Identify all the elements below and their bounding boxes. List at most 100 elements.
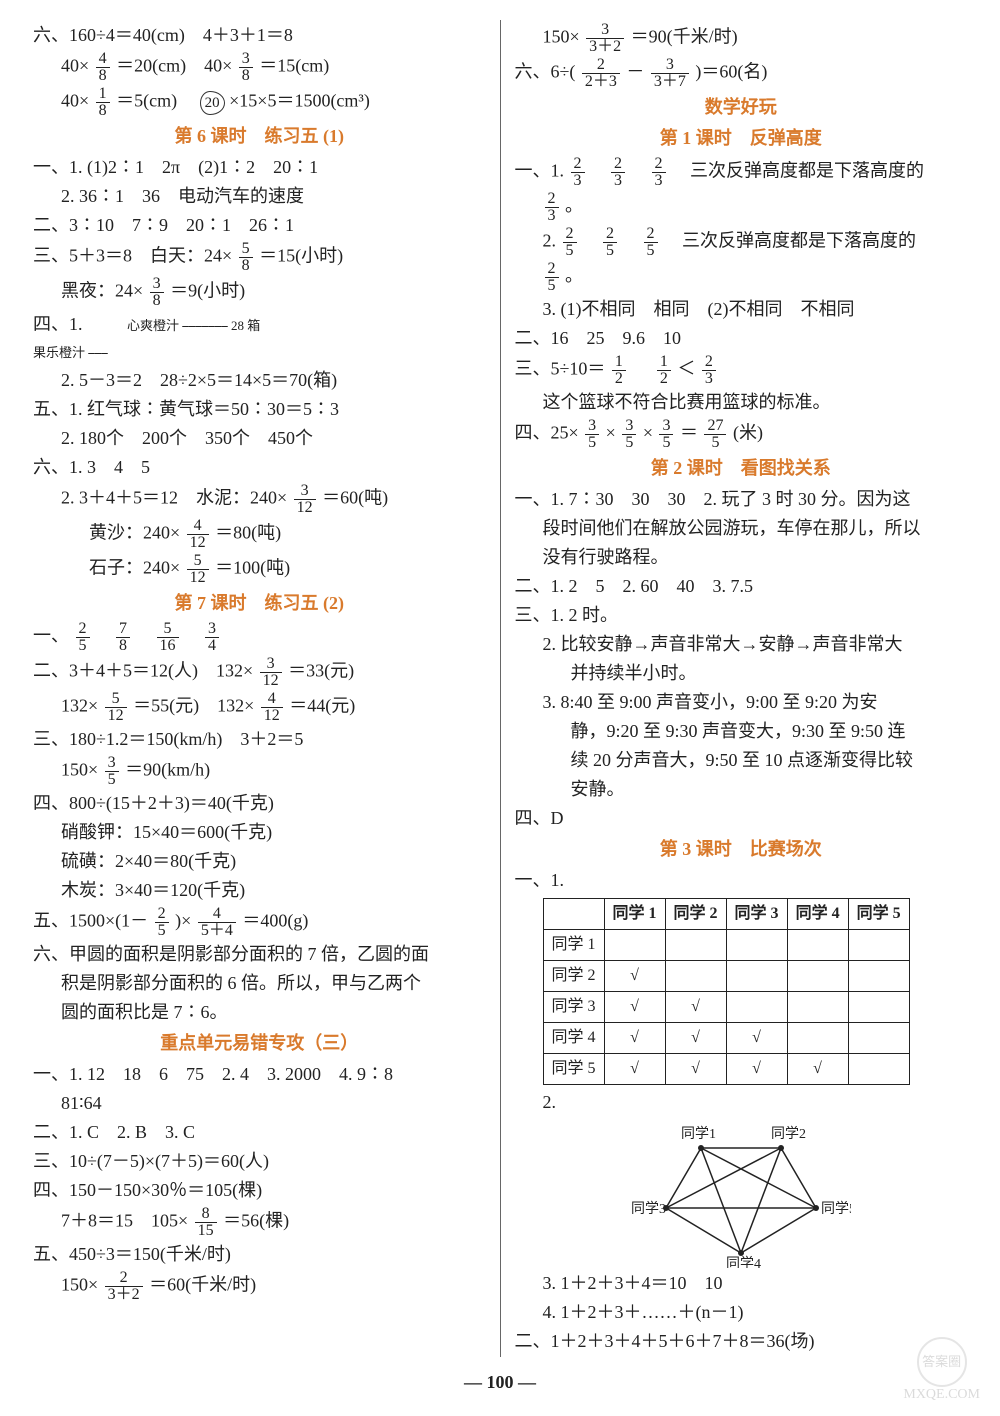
text-line: 六、6÷( 22＋3 － 33＋7 )＝60(名)	[515, 57, 968, 90]
fraction: 35	[585, 418, 599, 451]
fraction: 18	[96, 86, 110, 119]
svg-text:同学3: 同学3	[631, 1201, 666, 1217]
text-line: 23 。	[515, 191, 968, 224]
text-line: 40× 18 ＝5(cm) 20 ×15×5＝1500(cm³)	[33, 86, 486, 119]
text-line: 三、5÷10＝ 12 12 ＜ 23	[515, 354, 968, 387]
fraction: 25	[155, 906, 169, 939]
text-line: 150× 33＋2 ＝90(千米/时)	[515, 22, 968, 55]
watermark-url: MXQE.COM	[903, 1387, 980, 1402]
text-line: 25 。	[515, 261, 968, 294]
t: 五、1500×(1－	[33, 911, 148, 931]
text-line: 没有行驶路程。	[515, 544, 968, 571]
text-line: 黑夜：24× 38 ＝9(小时)	[33, 276, 486, 309]
t: 2.	[543, 231, 557, 251]
t	[632, 359, 650, 379]
fraction: 23	[702, 354, 716, 387]
text-line: 这个篮球不符合比赛用篮球的标准。	[515, 389, 968, 416]
fraction: 58	[239, 241, 253, 274]
text-line: 黄沙：240× 412 ＝80(吨)	[33, 518, 486, 551]
t: 四、25×	[515, 423, 579, 443]
text-line: 7＋8＝15 105× 815 ＝56(棵)	[33, 1206, 486, 1239]
text-line: 2. 3＋4＋5＝12 水泥：240× 312 ＝60(吨)	[33, 483, 486, 516]
t: －	[626, 62, 644, 82]
text-line: 五、1. 红气球∶黄气球＝50∶30＝5∶3	[33, 396, 486, 423]
fraction: 25	[563, 226, 577, 259]
text-line: 一、1. (1)2∶1 2π (2)1∶2 20∶1	[33, 154, 486, 181]
t: 40×	[61, 91, 89, 111]
text-line: 2. 比较安静→声音非常大→安静→声音非常大	[515, 631, 968, 658]
fraction: 48	[96, 51, 110, 84]
t: ×	[606, 423, 616, 443]
text-line: 木炭：3×40＝120(千克)	[33, 877, 486, 904]
fraction: 23＋2	[105, 1270, 143, 1303]
section-title: 重点单元易错专攻（三）	[33, 1030, 486, 1057]
t: ＝80(吨)	[215, 523, 281, 543]
text-line: 静，9:20 至 9:30 声音变大，9:30 至 9:50 连	[515, 718, 968, 745]
text-line: 硫磺：2×40＝80(千克)	[33, 848, 486, 875]
t: ＝56(棵)	[223, 1211, 289, 1231]
fraction: 815	[195, 1206, 217, 1239]
text-line: 3. 1＋2＋3＋4＝10 10	[515, 1270, 968, 1297]
section-title: 第 7 课时 练习五 (2)	[33, 590, 486, 617]
section-title: 第 6 课时 练习五 (1)	[33, 123, 486, 150]
text-line: 石子：240× 512 ＝100(吨)	[33, 553, 486, 586]
text-line: 40× 48 ＝20(cm) 40× 38 ＝15(cm)	[33, 51, 486, 84]
t: ＝5(cm)	[116, 91, 195, 111]
t: 石子：240×	[89, 558, 180, 578]
t: ×	[643, 423, 653, 443]
fraction: 412	[261, 691, 283, 724]
text-line: 安静。	[515, 776, 968, 803]
text-line: 二、1. 2 5 2. 60 40 3. 7.5	[515, 573, 968, 600]
fraction: 412	[187, 518, 209, 551]
text-line: 2. 36∶1 36 电动汽车的速度	[33, 183, 486, 210]
fraction: 35	[622, 418, 636, 451]
carrot-icon: 20	[200, 91, 225, 116]
text-line: 二、1＋2＋3＋4＋5＋6＋7＋8＝36(场)	[515, 1328, 968, 1355]
fraction: 78	[116, 621, 130, 654]
text-line: 五、1500×(1－ 25 )× 45＋4 ＝400(g)	[33, 906, 486, 939]
t: 。	[565, 266, 583, 286]
fraction: 45＋4	[198, 906, 236, 939]
text-line: 二、16 25 9.6 10	[515, 325, 968, 352]
text-line: 三、1. 2 时。	[515, 602, 968, 629]
text-line: 并持续半小时。	[515, 660, 968, 687]
fraction: 512	[187, 553, 209, 586]
text-line: 150× 23＋2 ＝60(千米/时)	[33, 1270, 486, 1303]
t: 三次反弹高度都是下落高度的	[690, 161, 924, 181]
t: 150×	[61, 1275, 98, 1295]
t: ＝100(吨)	[215, 558, 290, 578]
section-title: 第 1 课时 反弹高度	[515, 125, 968, 152]
t: 二、3＋4＋5＝12(人) 132×	[33, 661, 253, 681]
text-line: 段时间他们在解放公园游玩，车停在那儿，所以	[515, 515, 968, 542]
t: ＝33(元)	[288, 661, 354, 681]
fraction: 38	[150, 276, 164, 309]
text-line: 150× 35 ＝90(km/h)	[33, 755, 486, 788]
text-line: 一、 25 78 516 34	[33, 621, 486, 654]
section-title: 数学好玩	[515, 94, 968, 121]
text-line: 五、450÷3＝150(千米/时)	[33, 1241, 486, 1268]
fraction: 23	[571, 156, 585, 189]
fraction: 25	[76, 621, 90, 654]
text-line: 2. 5－3＝2 28÷2×5＝14×5＝70(箱)	[33, 367, 486, 394]
svg-text:同学5: 同学5	[821, 1201, 851, 1217]
t: 150×	[61, 760, 98, 780]
text-line: 81∶64	[33, 1090, 486, 1117]
text-line: 3. 8:40 至 9:00 声音变小，9:00 至 9:20 为安	[515, 689, 968, 716]
t: (米)	[733, 423, 763, 443]
t: 132×	[61, 696, 98, 716]
t: ＝	[680, 423, 698, 443]
watermark: 答案圈 MXQE.COM	[903, 1337, 980, 1404]
t: 三、5＋3＝8 白天：24×	[33, 246, 232, 266]
fraction: 33＋2	[586, 22, 624, 55]
text-line: 四、25× 35 × 35 × 35 ＝ 275 (米)	[515, 418, 968, 451]
t: ＝90(km/h)	[125, 760, 210, 780]
t: 三、5÷10＝	[515, 359, 606, 379]
text-line: 三、180÷1.2＝150(km/h) 3＋2＝5	[33, 726, 486, 753]
t: ＝44(元)	[289, 696, 355, 716]
text-line: 2. 180个 200个 350个 450个	[33, 425, 486, 452]
watermark-circle: 答案圈	[917, 1337, 967, 1387]
match-table: 同学 1同学 2同学 3同学 4同学 5 同学 1同学 2√同学 3√√同学 4…	[543, 898, 910, 1085]
t: ＝55(元) 132×	[133, 696, 254, 716]
text-line: 圆的面积比是 7∶6。	[33, 999, 486, 1026]
fraction: 25	[545, 261, 559, 294]
